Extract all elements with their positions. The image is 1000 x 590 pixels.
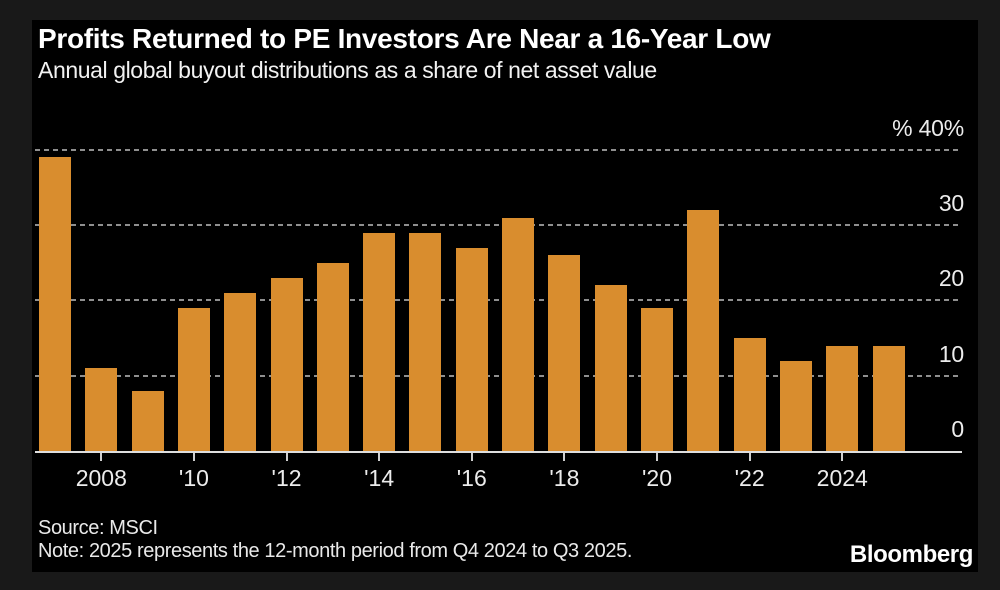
x-tick-2012: [285, 452, 288, 461]
source-text: Source: MSCI: [38, 517, 158, 539]
chart-title: Profits Returned to PE Investors Are Nea…: [38, 23, 771, 54]
x-tick-2020: [656, 452, 659, 461]
plot-area: % 40% 30 20 10 0 2008 '10 '12 '14 '16 '18 '20 '22 202…: [35, 100, 964, 491]
x-tick-2024: [841, 452, 844, 461]
x-axis-label-2016: '16: [456, 465, 487, 491]
bar-2011: [224, 292, 257, 451]
x-axis-label-2022: '22: [734, 465, 765, 491]
bar-2018: [548, 255, 581, 451]
y-axis-label-40: % 40%: [892, 114, 964, 141]
gridline-10: [35, 374, 958, 377]
x-axis-label-2024: 2024: [816, 465, 868, 491]
bar-2022: [733, 338, 766, 451]
bar-2009: [131, 390, 164, 451]
bar-2007: [39, 157, 71, 451]
bar-2012: [270, 277, 303, 451]
y-axis-label-0: 0: [951, 416, 964, 442]
y-axis-label-20: 20: [938, 265, 964, 292]
bar-2008: [85, 368, 118, 451]
bar-2023: [779, 360, 812, 451]
x-axis-label-2012: '12: [271, 465, 302, 491]
x-axis-line: [35, 451, 962, 453]
x-tick-2010: [192, 452, 195, 461]
bloomberg-logo: Bloomberg: [849, 541, 973, 568]
x-tick-2022: [748, 452, 751, 461]
bar-2024: [826, 345, 859, 451]
footer: Source: MSCI Note: 2025 represents the 1…: [38, 517, 632, 563]
chart-subtitle: Annual global buyout distributions as a …: [38, 57, 657, 83]
bar-2025: [872, 345, 905, 451]
bar-2015: [409, 232, 442, 451]
x-axis-label-2010: '10: [178, 465, 209, 491]
x-tick-2008: [100, 452, 103, 461]
x-axis-label-2014: '14: [364, 465, 395, 491]
x-axis-label-2020: '20: [642, 465, 673, 491]
bar-2010: [177, 307, 210, 451]
bar-2017: [502, 217, 535, 451]
bar-2021: [687, 209, 720, 451]
x-axis-label-2008: 2008: [75, 465, 127, 491]
chart-panel: Profits Returned to PE Investors Are Nea…: [32, 20, 978, 572]
x-axis-label-2018: '18: [549, 465, 580, 491]
bar-2013: [316, 262, 349, 451]
x-tick-2018: [563, 452, 566, 461]
bar-2016: [455, 247, 488, 451]
bar-2020: [641, 307, 674, 451]
gridline-20: [35, 299, 958, 302]
note-text: Note: 2025 represents the 12-month perio…: [38, 540, 632, 562]
y-axis-label-30: 30: [938, 190, 964, 217]
gridline-30: [35, 224, 958, 227]
gridline-40: [35, 148, 958, 151]
bar-2014: [363, 232, 396, 451]
y-axis-label-10: 10: [938, 340, 964, 367]
x-tick-2016: [470, 452, 473, 461]
bar-2019: [594, 285, 627, 451]
x-tick-2014: [378, 452, 381, 461]
